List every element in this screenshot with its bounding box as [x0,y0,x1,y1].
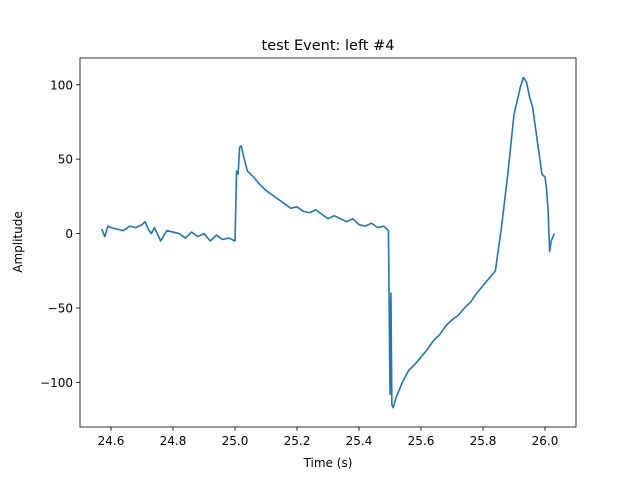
x-tick-label: 25.4 [346,434,373,448]
y-axis: −100 −50 0 50 100 [40,78,80,390]
x-tick-label: 26.0 [532,434,559,448]
x-tick-label: 24.8 [160,434,187,448]
y-tick-label: 0 [65,227,73,241]
plot-frame [79,57,577,428]
y-tick-label: −100 [40,376,73,390]
plot-area [100,76,556,409]
chart-title: test Event: left #4 [262,38,395,54]
y-tick-label: 50 [58,153,73,167]
x-tick-label: 25.2 [284,434,311,448]
x-axis: 24.6 24.8 25.0 25.2 25.4 25.6 25.8 26.0 [98,427,559,448]
x-tick-label: 25.8 [470,434,497,448]
x-tick-label: 24.6 [98,434,125,448]
x-tick-label: 25.6 [408,434,435,448]
series-line-0 [100,76,556,409]
y-tick-label: −50 [48,301,73,315]
y-tick-label: 100 [50,78,73,92]
x-axis-label: Time (s) [303,456,353,470]
y-axis-label: Amplitude [11,211,25,273]
x-tick-label: 25.0 [222,434,249,448]
